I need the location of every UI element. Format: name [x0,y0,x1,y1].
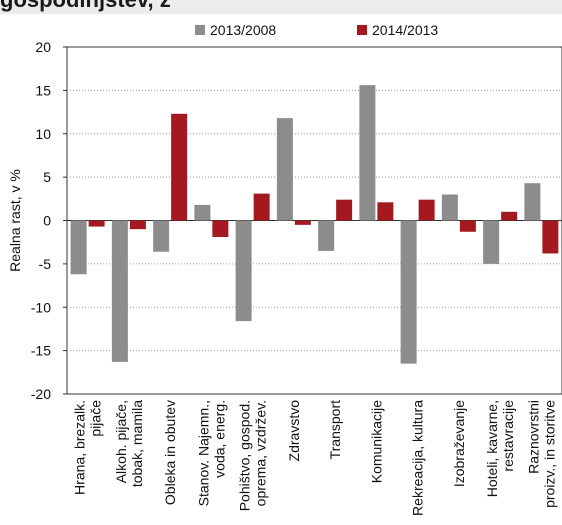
bar-2013-2008 [359,85,376,221]
x-tick-label: Obleka in obutev [162,400,178,505]
bar-2014-2013 [171,113,188,221]
bar-2013-2008 [276,118,293,221]
bar-2014-2013 [377,202,394,221]
x-tick-label: Izobraževanje [451,400,467,487]
bar-2013-2008 [111,220,128,362]
bar-2013-2008 [318,220,335,251]
bar-2013-2008 [70,220,87,275]
legend-label: 2013/2008 [210,22,276,38]
x-tick-label: restavracije [500,400,516,472]
bar-2013-2008 [483,220,500,264]
bar-2013-2008 [524,183,541,221]
bar-2014-2013 [542,220,559,254]
y-axis-label: Realna rast, v % [7,169,23,272]
x-tick-label: proizv., in storitve [541,400,557,508]
legend-swatch [357,25,367,35]
x-tick-label: Raznovrstni [525,400,541,474]
legend-swatch [195,25,205,35]
x-tick-label: Transport [327,400,343,460]
bar-2014-2013 [88,220,105,227]
bar-2014-2013 [418,199,435,221]
x-tick-label: Pohištvo, gospod. [237,400,253,511]
bar-2014-2013 [253,193,270,221]
x-tick-label: voda, energ. [211,400,227,478]
bar-2014-2013 [501,211,518,221]
x-tick-label: Alkoh. pijače, [113,400,129,483]
y-tick-label: 0 [43,213,51,229]
bar-2013-2008 [194,204,211,221]
y-tick-label: 20 [35,39,51,55]
x-tick-label: Komunikacije [368,400,384,483]
x-tick-label: Hoteli, kavarne, [484,400,500,497]
x-tick-label: pijače [88,400,104,437]
bar-2014-2013 [129,220,146,230]
x-tick-label: Rekreacija, kultura [410,400,426,516]
bar-2013-2008 [235,220,252,322]
chart-panel: 20 15 10 5 0 -5 -10 -15 -20 Realna rast, v % Hrana… [0,14,562,525]
bar-2014-2013 [212,220,229,237]
chart: 20 15 10 5 0 -5 -10 -15 -20 Realna rast, v % Hrana… [7,22,562,516]
bar-2014-2013 [336,199,353,221]
bar-2013-2008 [153,220,170,252]
bar-2013-2008 [441,194,458,221]
x-tick-label: Zdravstvo [286,400,302,462]
y-tick-label: -15 [31,343,51,359]
x-tick-label: oprema, vzdržev. [253,400,269,506]
bar-2013-2008 [400,220,417,364]
y-tick-label: 5 [43,169,51,185]
legend-label: 2014/2013 [372,22,438,38]
y-tick-label: -20 [31,386,51,402]
partial-title: gospodinjstev, z [0,0,171,13]
x-tick-label: Hrana, brezalk. [72,400,88,495]
bar-2014-2013 [294,220,311,225]
x-tick-label: tobak, mamila [129,400,145,487]
y-tick-label: 15 [35,82,51,98]
bar-2014-2013 [459,220,476,232]
x-tick-label: Stanov. Najemn., [195,400,211,506]
y-tick-label: -5 [39,256,52,272]
y-tick-label: 10 [35,126,51,142]
y-tick-label: -10 [31,299,51,315]
